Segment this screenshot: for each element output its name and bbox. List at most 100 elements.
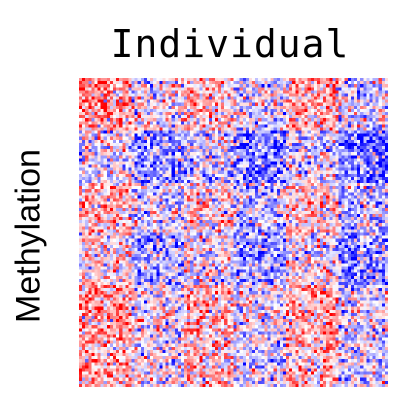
heatmap-cell <box>103 105 108 110</box>
heatmap-cell <box>153 142 157 147</box>
heatmap-cell <box>255 124 259 128</box>
heatmap-cell <box>153 173 157 178</box>
heatmap-cell <box>168 96 172 100</box>
heatmap-cell <box>255 164 259 168</box>
heatmap-cell <box>270 96 274 100</box>
heatmap-cell <box>236 223 240 227</box>
heatmap-cell <box>279 213 284 218</box>
heatmap-cell <box>286 102 290 107</box>
heatmap-cell <box>165 118 169 122</box>
heatmap-cell <box>332 115 336 119</box>
heatmap-cell <box>174 179 179 184</box>
heatmap-cell <box>258 155 262 159</box>
heatmap-cell <box>85 130 89 134</box>
heatmap-cell <box>357 149 361 153</box>
heatmap-cell <box>313 130 318 134</box>
heatmap-cell <box>233 158 237 162</box>
heatmap-cell <box>224 149 228 153</box>
heatmap-cell <box>82 133 86 137</box>
heatmap-cell <box>177 81 182 85</box>
heatmap-cell <box>233 176 237 181</box>
heatmap-cell <box>366 127 370 131</box>
heatmap-cell <box>245 87 250 91</box>
heatmap-cell <box>88 115 92 119</box>
heatmap-cell <box>180 198 185 202</box>
heatmap-cell <box>146 186 151 190</box>
heatmap-cell <box>190 81 194 85</box>
heatmap-cell <box>320 102 324 107</box>
heatmap-cell <box>109 139 114 144</box>
heatmap-cell <box>143 136 148 140</box>
heatmap-cell <box>143 223 148 227</box>
heatmap-cell <box>354 161 358 165</box>
heatmap-cell <box>128 183 132 187</box>
heatmap-cell <box>273 121 277 125</box>
heatmap-cell <box>97 152 101 156</box>
heatmap-cell <box>165 136 169 140</box>
heatmap-cell <box>112 192 117 196</box>
heatmap-cell <box>298 152 302 156</box>
heatmap-cell <box>310 102 315 107</box>
heatmap-cell <box>150 81 154 85</box>
heatmap-cell <box>292 213 296 218</box>
heatmap-cell <box>329 127 333 131</box>
heatmap-cell <box>335 124 339 128</box>
heatmap-cell <box>137 210 141 215</box>
heatmap-cell <box>292 179 296 184</box>
heatmap-cell <box>85 213 89 218</box>
heatmap-cell <box>180 124 185 128</box>
heatmap-cell <box>360 121 364 125</box>
heatmap-cell <box>372 176 376 181</box>
heatmap-cell <box>286 186 290 190</box>
heatmap-cell <box>128 229 132 233</box>
heatmap-cell <box>326 189 330 193</box>
heatmap-cell <box>165 229 169 233</box>
heatmap-cell <box>332 118 336 122</box>
heatmap-cell <box>159 176 163 181</box>
heatmap-cell <box>134 213 138 218</box>
heatmap-cell <box>224 207 228 212</box>
heatmap-cell <box>242 111 247 116</box>
heatmap-cell <box>267 111 271 116</box>
heatmap-cell <box>168 213 172 218</box>
heatmap-cell <box>320 90 324 94</box>
heatmap-cell <box>196 223 200 227</box>
heatmap-cell <box>109 105 114 110</box>
heatmap-cell <box>174 121 179 125</box>
heatmap-cell <box>230 127 234 131</box>
heatmap-cell <box>261 173 265 178</box>
heatmap-cell <box>326 121 330 125</box>
heatmap-cell <box>363 207 367 212</box>
heatmap-cell <box>205 127 209 131</box>
heatmap-cell <box>347 223 352 227</box>
heatmap-cell <box>174 105 179 110</box>
heatmap-cell <box>143 111 148 116</box>
heatmap-cell <box>103 90 108 94</box>
heatmap-cell <box>292 127 296 131</box>
heatmap-cell <box>196 213 200 218</box>
heatmap-cell <box>85 183 89 187</box>
heatmap-cell <box>258 226 262 230</box>
heatmap-cell <box>239 90 243 94</box>
heatmap-cell <box>143 210 148 215</box>
heatmap-cell <box>261 170 265 174</box>
heatmap-cell <box>106 179 111 184</box>
heatmap-cell <box>344 127 349 131</box>
heatmap-cell <box>165 127 169 131</box>
heatmap-cell <box>97 207 101 212</box>
heatmap-cell <box>267 158 271 162</box>
heatmap-cell <box>252 115 256 119</box>
heatmap-cell <box>295 96 299 100</box>
heatmap-cell <box>264 105 268 110</box>
heatmap-cell <box>211 223 216 227</box>
heatmap-cell <box>378 158 383 162</box>
heatmap-cell <box>369 78 373 82</box>
heatmap-cell <box>97 170 101 174</box>
heatmap-cell <box>248 195 253 199</box>
heatmap-cell <box>119 105 123 110</box>
heatmap-cell <box>208 136 213 140</box>
heatmap-cell <box>221 78 225 82</box>
heatmap-cell <box>94 179 98 184</box>
heatmap-cell <box>85 210 89 215</box>
heatmap-cell <box>239 210 243 215</box>
